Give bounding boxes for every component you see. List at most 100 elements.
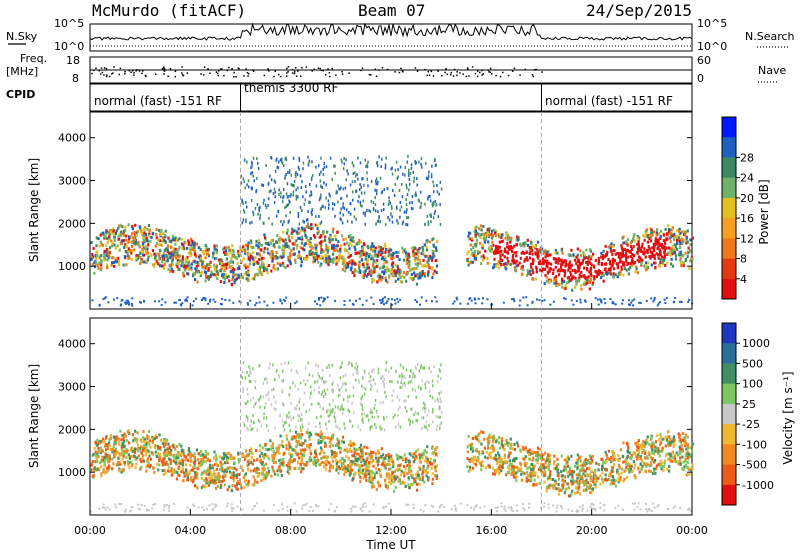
data-cell — [381, 298, 384, 301]
data-cell — [440, 187, 443, 191]
data-cell — [387, 203, 390, 207]
nave-point — [182, 74, 185, 77]
data-cell — [678, 253, 681, 257]
data-cell — [381, 300, 384, 303]
data-cell — [560, 281, 564, 285]
data-cell — [337, 471, 340, 475]
data-cell — [654, 467, 657, 471]
data-cell — [552, 300, 555, 303]
data-cell — [350, 463, 353, 467]
data-cell — [176, 259, 179, 263]
data-cell — [501, 253, 504, 257]
data-cell — [402, 220, 405, 224]
nave-point — [301, 67, 303, 69]
data-cell — [333, 203, 336, 207]
data-cell — [205, 481, 208, 485]
nave-point — [237, 67, 240, 69]
data-cell — [338, 187, 340, 191]
data-cell — [158, 242, 161, 246]
nave-point — [220, 68, 222, 70]
data-cell — [668, 246, 671, 250]
data-cell — [362, 253, 365, 256]
data-cell — [382, 297, 384, 300]
data-cell — [612, 249, 615, 252]
data-cell — [466, 259, 469, 263]
data-cell — [121, 225, 124, 229]
data-cell — [167, 236, 170, 240]
data-cell — [326, 455, 329, 459]
nave-point — [203, 66, 206, 68]
data-cell — [426, 466, 429, 470]
data-cell — [652, 471, 655, 475]
data-cell — [155, 233, 158, 236]
nave-point — [248, 72, 250, 75]
nave-point — [437, 70, 439, 72]
data-cell — [328, 255, 331, 259]
data-cell — [644, 261, 648, 265]
data-cell — [339, 217, 342, 221]
data-cell — [186, 246, 189, 250]
data-cell — [682, 230, 685, 234]
data-cell — [320, 251, 323, 254]
data-cell — [112, 435, 115, 439]
data-cell — [207, 483, 210, 487]
data-cell — [542, 458, 545, 461]
data-cell — [343, 265, 346, 269]
data-cell — [534, 244, 537, 248]
nave-point — [479, 71, 481, 74]
data-cell — [120, 242, 124, 246]
data-cell — [117, 456, 120, 460]
data-cell — [194, 278, 197, 281]
data-cell — [281, 261, 284, 265]
data-cell — [394, 274, 398, 278]
data-cell — [331, 244, 334, 248]
nave-point — [245, 68, 247, 70]
data-cell — [348, 247, 351, 251]
data-cell — [358, 297, 361, 300]
nave-point — [163, 73, 165, 75]
nave-point — [111, 73, 113, 75]
data-cell — [159, 455, 162, 459]
data-cell — [382, 262, 385, 266]
data-cell — [416, 301, 418, 303]
data-cell — [408, 255, 411, 259]
data-cell — [404, 249, 407, 253]
data-cell — [146, 251, 149, 255]
data-cell — [619, 256, 622, 260]
data-cell — [684, 233, 687, 237]
data-cell — [145, 448, 148, 452]
nave-point — [132, 70, 134, 72]
data-cell — [168, 465, 171, 469]
data-cell — [478, 432, 481, 436]
data-cell — [211, 255, 214, 259]
data-cell — [678, 236, 681, 240]
nave-point — [482, 73, 484, 75]
data-cell — [480, 464, 483, 468]
data-cell — [600, 467, 603, 471]
data-cell — [363, 243, 366, 247]
data-cell — [108, 232, 111, 235]
data-cell — [222, 275, 225, 279]
power-colorbar-label: Power [dB] — [757, 179, 771, 244]
data-cell — [245, 220, 247, 224]
data-cell — [201, 262, 204, 266]
data-cell — [511, 246, 514, 250]
data-cell — [641, 242, 644, 246]
data-cell — [154, 300, 156, 303]
data-cell — [319, 257, 322, 260]
data-cell — [212, 298, 215, 301]
data-cell — [578, 265, 581, 269]
data-cell — [161, 231, 165, 235]
colorbar-swatch — [722, 137, 736, 158]
data-cell — [625, 268, 628, 272]
data-cell — [223, 470, 226, 474]
data-cell — [474, 249, 477, 253]
data-cell — [368, 209, 370, 213]
data-cell — [396, 269, 399, 273]
data-cell — [111, 457, 114, 461]
data-cell — [434, 469, 437, 473]
data-cell — [326, 230, 329, 234]
data-cell — [661, 261, 665, 265]
data-cell — [242, 218, 245, 222]
data-cell — [371, 242, 374, 246]
